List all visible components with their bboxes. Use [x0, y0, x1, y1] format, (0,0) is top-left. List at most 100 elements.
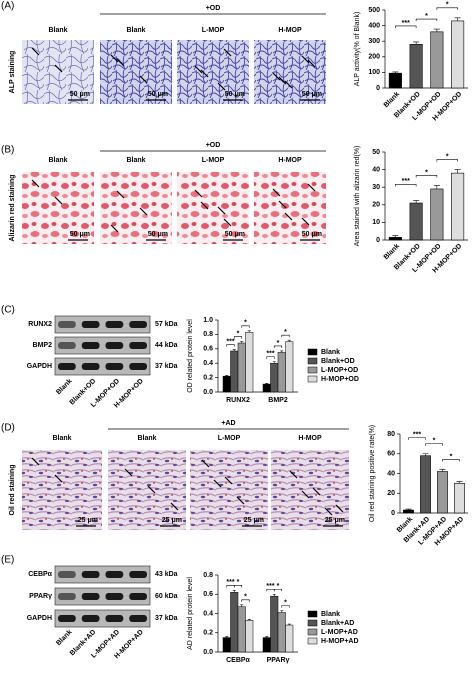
bar	[451, 172, 465, 241]
legend-swatch	[307, 619, 318, 627]
blot-band	[105, 615, 124, 622]
bar	[237, 342, 246, 393]
sig-label: *	[244, 320, 247, 327]
stain-label: Oil red staining	[9, 465, 16, 516]
error-bar	[247, 618, 251, 621]
micrograph	[100, 40, 172, 104]
micrograph	[100, 172, 172, 244]
legend-label: Blank+AD	[321, 620, 354, 627]
x-tick-label: Blank	[383, 243, 402, 262]
blot-band	[105, 571, 124, 578]
y-tick-label: 80	[387, 431, 395, 438]
x-tick-label: RUNX2	[226, 397, 250, 404]
arrow	[31, 179, 40, 188]
bar	[230, 592, 239, 653]
y-tick-label: 0	[376, 237, 380, 244]
legend-label: L-MOP+OD	[321, 367, 358, 374]
blot-band	[81, 615, 100, 622]
sig-bracket	[241, 325, 250, 328]
y-tick-label: 0.2	[203, 630, 213, 637]
arrow	[213, 479, 222, 488]
image-label: L-MOP	[202, 27, 225, 34]
legend-swatch	[307, 610, 318, 618]
arrow	[217, 82, 226, 91]
error-bar	[392, 71, 399, 74]
sig-label: *	[450, 453, 453, 460]
arrow	[307, 59, 316, 68]
bar	[285, 341, 294, 393]
x-tick-label: PPARγ	[267, 657, 290, 664]
image-label: Blank	[137, 435, 156, 442]
sig-bracket	[281, 605, 290, 608]
blot-frame	[54, 609, 151, 628]
panel-letter: (A)	[1, 1, 14, 12]
blot-band	[105, 321, 124, 328]
blot-band	[105, 593, 124, 600]
blot-band	[105, 342, 124, 349]
arrow	[139, 207, 148, 216]
sig-label: *	[284, 599, 287, 606]
y-tick-label: 0.6	[203, 346, 213, 353]
sig-label: *	[433, 438, 436, 445]
y-tick-label: 40	[387, 470, 395, 477]
scale-label: 50 μm	[148, 91, 168, 98]
sig-bracket	[425, 443, 443, 446]
bar	[430, 31, 444, 89]
micrograph	[254, 40, 326, 104]
blot-frame	[54, 587, 151, 606]
protein-label: GAPDH	[27, 615, 52, 622]
sig-label: *	[446, 2, 449, 9]
size-label: 60 kDa	[155, 593, 178, 600]
bar	[245, 619, 254, 653]
y-axis-label: Area stained with alizarin red(%)	[354, 146, 361, 247]
x-tick-label: BMP2	[268, 397, 288, 404]
blot-band	[58, 571, 76, 578]
micrograph	[190, 450, 268, 530]
y-tick-label: 1.0	[203, 317, 213, 324]
error-bar	[454, 169, 461, 174]
blot-band	[58, 363, 76, 370]
blot-frame	[54, 336, 151, 355]
sig-label: ***	[266, 351, 274, 358]
bar	[270, 595, 279, 653]
size-label: 44 kDa	[155, 342, 178, 349]
y-tick-label: 0	[391, 510, 395, 517]
sig-label: ***	[413, 432, 421, 439]
blot-band	[81, 342, 100, 349]
size-label: 43 kDa	[155, 571, 178, 578]
arrow	[54, 196, 63, 205]
scale-label: 50 μm	[70, 231, 90, 238]
error-bar	[413, 200, 420, 204]
micrograph	[271, 450, 349, 530]
blot-band	[81, 571, 100, 578]
blot-frame	[54, 315, 151, 334]
scale-label: 25 μm	[244, 517, 264, 524]
arrow	[116, 58, 125, 67]
arrow	[194, 65, 203, 74]
error-bar	[280, 610, 284, 613]
sig-label: ***	[226, 338, 234, 345]
arrow	[124, 468, 133, 477]
bar	[409, 202, 423, 241]
y-axis-label: Oil red staining positive rate(%)	[369, 425, 376, 522]
scale-label: 50 μm	[148, 231, 168, 238]
stain-label: Alizarin red staining	[9, 175, 16, 242]
image-label: H-MOP	[298, 435, 322, 442]
sig-label: ***	[266, 583, 274, 590]
sig-label: *	[284, 329, 287, 336]
group-label: +OD	[206, 142, 221, 149]
legend-label: Blank+OD	[321, 358, 355, 365]
sig-label: *	[237, 579, 240, 586]
y-tick-label: 30	[372, 184, 380, 191]
bar	[237, 606, 246, 653]
arrow	[31, 47, 40, 56]
bar	[262, 637, 271, 653]
sig-bracket	[273, 345, 283, 348]
micrograph	[177, 172, 249, 244]
error-bar	[422, 453, 429, 456]
error-bar	[405, 508, 412, 511]
y-tick-label: 500	[368, 7, 380, 14]
lane-label: Blank	[55, 378, 74, 397]
arrow	[278, 200, 287, 209]
